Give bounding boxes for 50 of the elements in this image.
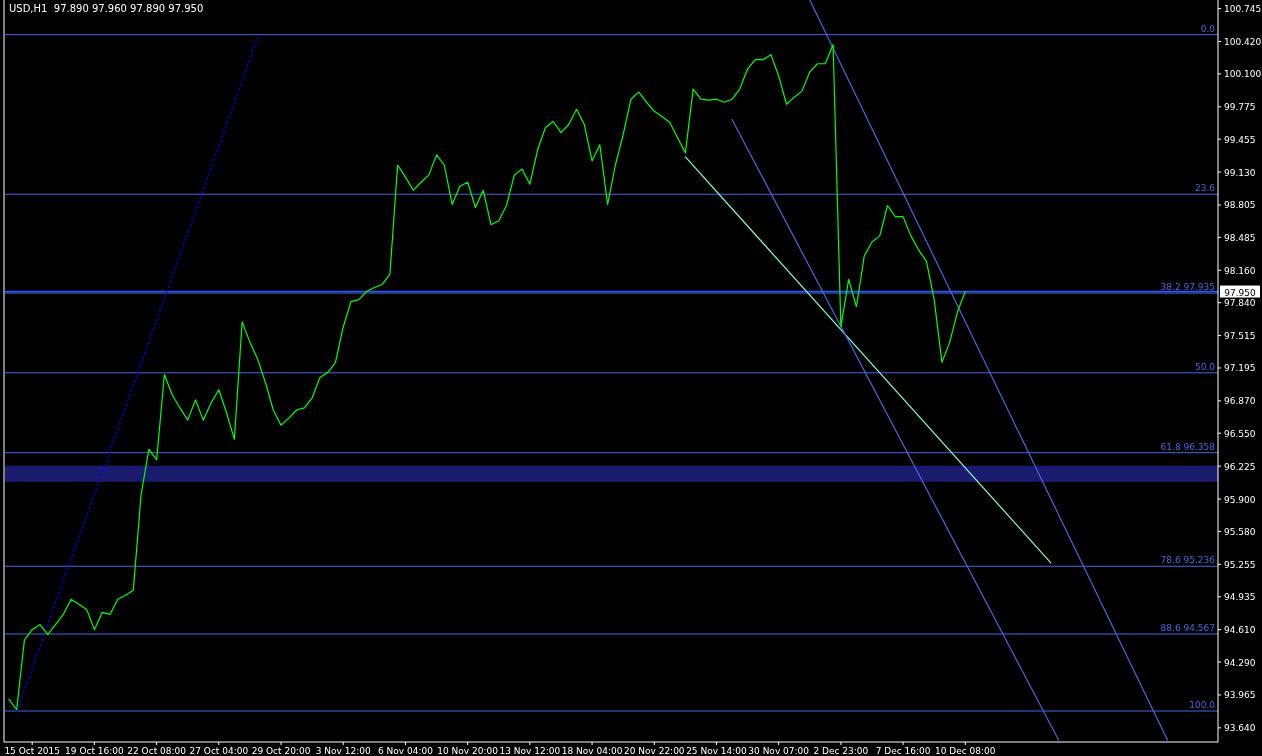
y-tick-label: 98.485: [1224, 232, 1256, 243]
x-tick-label: 10 Nov 20:00: [437, 746, 499, 756]
y-tick-label: 97.195: [1224, 363, 1256, 374]
x-tick-label: 6 Nov 04:00: [377, 746, 434, 756]
x-tick-label: 29 Oct 20:00: [251, 746, 311, 756]
y-tick-label: 96.550: [1224, 428, 1256, 439]
x-tick-label: 30 Nov 07:00: [748, 746, 810, 756]
annotation: 23.6: [1194, 183, 1216, 194]
ref-line-label: 78.6 95.236: [1160, 555, 1216, 566]
y-tick-label: 93.640: [1224, 723, 1256, 734]
y-tick-label: 95.580: [1224, 526, 1256, 537]
y-tick-label: 96.870: [1224, 396, 1256, 407]
annotation: 0.0: [1200, 23, 1216, 34]
x-tick-label: 3 Nov 12:00: [315, 746, 371, 756]
x-tick-label: 22 Oct 08:00: [127, 746, 187, 756]
y-tick-label: 99.775: [1224, 102, 1256, 113]
y-tick-label: 99.455: [1224, 134, 1256, 145]
x-tick-label: 19 Oct 16:00: [65, 746, 125, 756]
ref-line-label: 88.6 94.567: [1160, 622, 1215, 633]
annotation: 100.0: [1189, 700, 1216, 711]
chart-title: USD,H1 97.890 97.960 97.890 97.950: [9, 3, 204, 14]
y-tick-label: 94.935: [1224, 592, 1256, 603]
line-series: [8, 43, 966, 711]
y-tick-label: 95.900: [1224, 494, 1256, 505]
ref-line-label: 38.2 97.935: [1160, 282, 1215, 293]
annotation: 50.0: [1194, 361, 1216, 372]
x-tick-label: 25 Nov 14:00: [686, 746, 748, 756]
x-tick-label: 20 Nov 22:00: [623, 746, 685, 756]
y-tick-label: 98.805: [1224, 200, 1256, 211]
y-tick-label: 97.840: [1224, 298, 1256, 309]
y-tick-label: 100.100: [1224, 69, 1262, 80]
x-tick-label: 2 Dec 23:00: [813, 746, 869, 756]
y-tick-label: 94.610: [1224, 625, 1256, 636]
y-tick-label: 95.255: [1224, 559, 1256, 570]
x-tick-label: 15 Oct 2015: [4, 746, 61, 756]
x-tick-label: 7 Dec 16:00: [875, 746, 931, 756]
y-tick-label: 98.160: [1224, 265, 1256, 276]
x-tick-label: 27 Oct 04:00: [189, 746, 249, 756]
ref-line-label: 97.950: [1224, 287, 1257, 298]
y-tick-label: 100.420: [1224, 37, 1262, 47]
ref-line-label: 61.8 96.358: [1160, 441, 1216, 452]
y-tick-label: 94.290: [1224, 657, 1256, 668]
y-tick-label: 97.515: [1224, 331, 1256, 342]
x-tick-label: 18 Nov 04:00: [561, 746, 623, 756]
y-tick-label: 99.130: [1224, 167, 1256, 178]
y-tick-label: 93.965: [1224, 690, 1256, 701]
y-tick-label: 100.745: [1224, 4, 1262, 15]
x-tick-label: 13 Nov 12:00: [499, 746, 561, 756]
y-tick-label: 96.225: [1224, 461, 1256, 472]
x-tick-label: 10 Dec 08:00: [935, 746, 996, 756]
